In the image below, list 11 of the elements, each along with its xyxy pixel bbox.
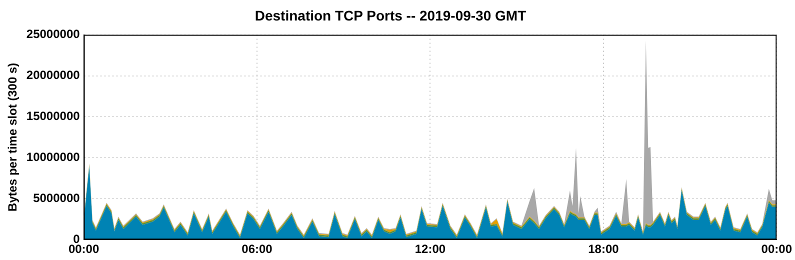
y-tick-label: 20000000 xyxy=(26,68,80,82)
y-tick-label: 25000000 xyxy=(26,27,80,42)
y-tick-label: 15000000 xyxy=(26,109,80,124)
y-axis-title: Bytes per time slot (300 s) xyxy=(6,62,20,212)
x-tick-label: 06:00 xyxy=(242,242,273,256)
y-tick-label: 5000000 xyxy=(33,190,80,205)
y-tick-label: 10000000 xyxy=(26,150,80,164)
chart-title: Destination TCP Ports -- 2019-09-30 GMT xyxy=(254,7,527,24)
x-tick-label: 00:00 xyxy=(761,242,792,256)
x-tick-label: 18:00 xyxy=(588,242,620,256)
x-tick-label: 12:00 xyxy=(414,242,446,256)
